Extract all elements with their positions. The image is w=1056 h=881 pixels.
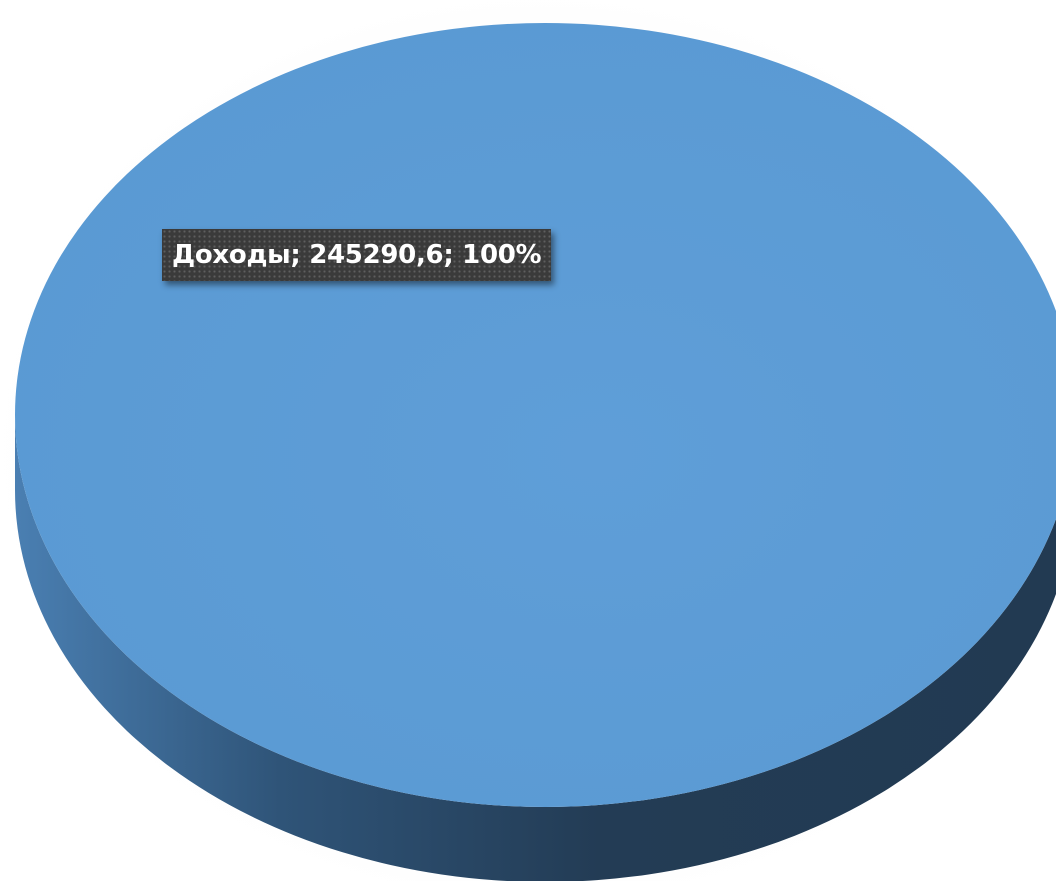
pie-slice-0 xyxy=(15,23,1056,807)
pie-slice-side-0 xyxy=(15,415,1056,881)
data-label-dokhody: Доходы; 245290,6; 100% xyxy=(162,229,552,281)
